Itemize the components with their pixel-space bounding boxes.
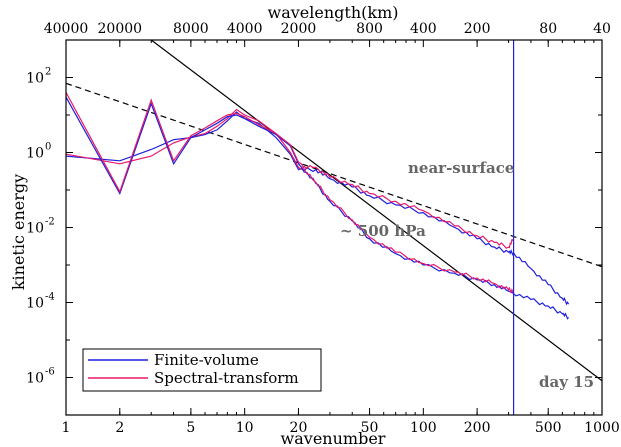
y-tick-exponent: -2 — [45, 217, 55, 228]
top-tick-label: 400 — [410, 21, 437, 37]
legend-box — [82, 348, 322, 392]
axes: 1400002200005800010400020200050800100400… — [26, 21, 620, 436]
top-tick-label: 8000 — [173, 21, 209, 37]
legend-st-label: Spectral-transform — [154, 369, 299, 387]
x-tick-label: 1000 — [584, 420, 620, 436]
series-line-fv_surface_tail — [513, 252, 570, 306]
x-tick-label: 1 — [62, 420, 71, 436]
y-tick-label: 10 — [26, 296, 44, 312]
x-tick-label: 2 — [115, 420, 124, 436]
y-tick-label: 10 — [26, 146, 44, 162]
y-tick-exponent: 0 — [45, 142, 51, 153]
x-tick-label: 10 — [236, 420, 254, 436]
series-line-fv_surface — [66, 111, 515, 257]
top-tick-label: 4000 — [227, 21, 263, 37]
near-surface-annotation: near-surface — [408, 159, 514, 177]
x-axis-title: wavenumber — [281, 429, 386, 447]
top-tick-label: 800 — [356, 21, 383, 37]
500hpa-annotation: ~ 500 hPa — [340, 222, 426, 240]
top-tick-label: 40 — [593, 21, 611, 37]
x-tick-label: 50 — [361, 420, 379, 436]
x-tick-label: 200 — [464, 420, 491, 436]
x-tick-label: 500 — [535, 420, 562, 436]
y-tick-exponent: 2 — [45, 67, 51, 78]
top-axis-title: wavelength(km) — [268, 3, 399, 22]
y-tick-label: 10 — [26, 71, 44, 87]
top-tick-label: 2000 — [281, 21, 317, 37]
y-tick-exponent: -4 — [45, 292, 55, 303]
top-tick-label: 40000 — [44, 21, 89, 37]
plot-area — [66, 40, 602, 415]
x-tick-label: 20 — [290, 420, 308, 436]
legend-fv-label: Finite-volume — [154, 351, 259, 369]
top-tick-label: 80 — [539, 21, 557, 37]
series-line-st_surface — [66, 108, 515, 249]
x-tick-label: 100 — [410, 420, 437, 436]
day-annotation: day 15 — [539, 373, 594, 391]
x-tick-label: 5 — [186, 420, 195, 436]
y-axis-title: kinetic energy — [9, 174, 28, 290]
y-tick-exponent: -6 — [45, 367, 55, 378]
top-tick-label: 200 — [464, 21, 491, 37]
reference-line-solid — [150, 40, 602, 382]
y-tick-label: 10 — [26, 371, 44, 387]
top-tick-label: 20000 — [98, 21, 143, 37]
legend: Finite-volume Spectral-transform — [82, 348, 322, 392]
y-tick-label: 10 — [26, 221, 44, 237]
series-line-st_500 — [66, 92, 514, 294]
